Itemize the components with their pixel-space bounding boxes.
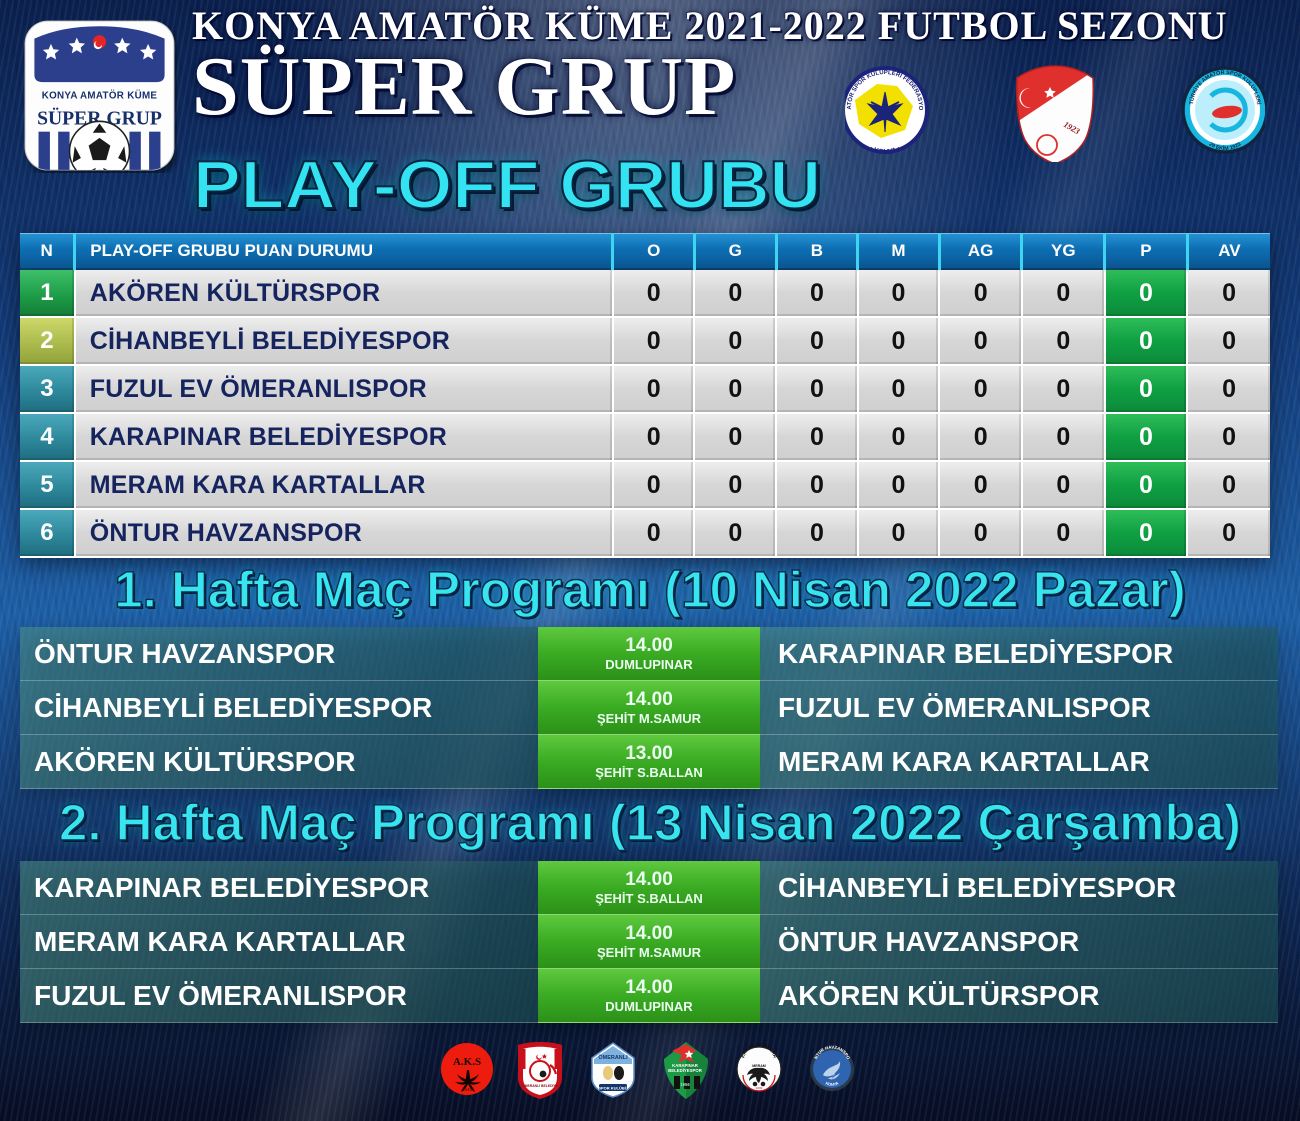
svg-text:ÖMERANLI: ÖMERANLI [598,1054,628,1061]
svg-text:BELEDİYESPOR: BELEDİYESPOR [668,1068,703,1073]
svg-text:KONYA AMATÖR KÜME: KONYA AMATÖR KÜME [42,91,158,102]
svg-text:MERAM: MERAM [752,1064,766,1068]
svg-text:1946: 1946 [462,1087,473,1092]
svg-text:1956: 1956 [680,1082,690,1087]
svg-text:2009: 2009 [756,1086,763,1090]
svg-text:ÖMERANLI BELEDİYE: ÖMERANLI BELEDİYE [522,1083,559,1088]
svg-text:A.K.S: A.K.S [453,1056,481,1068]
svg-text:SPOR KULÜBÜ: SPOR KULÜBÜ [598,1086,627,1091]
